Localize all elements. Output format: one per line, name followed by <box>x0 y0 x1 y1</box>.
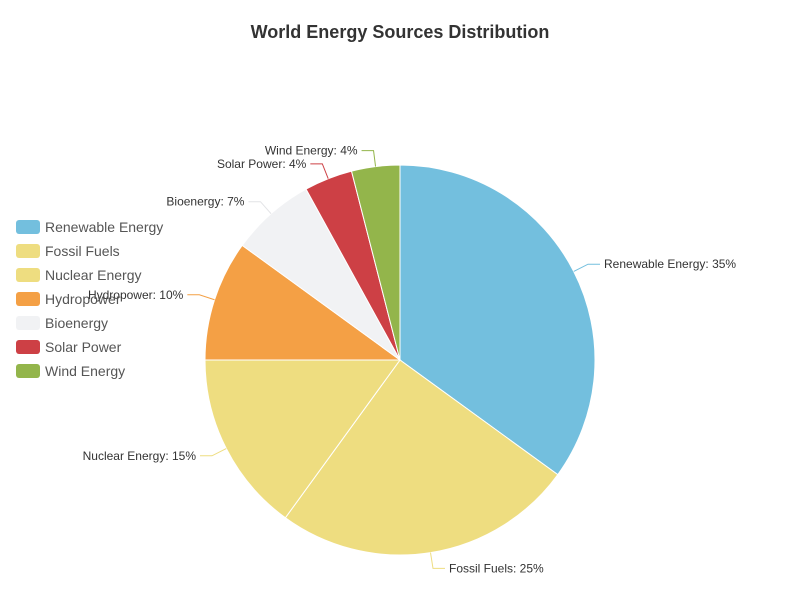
legend-item-bioenergy[interactable]: Bioenergy <box>16 315 108 331</box>
legend-swatch-fossil-fuels <box>16 244 40 258</box>
pie-slice-nuclear-energy[interactable] <box>204 359 401 519</box>
legend-swatch-renewable-energy <box>16 220 40 234</box>
leader-line-hydropower <box>187 294 215 301</box>
legend: Renewable Energy Fossil Fuels Nuclear Ener… <box>16 219 163 379</box>
leader-line-fossil-fuels <box>430 552 446 569</box>
leader-line-nuclear-energy <box>200 448 227 457</box>
legend-item-fossil-fuels[interactable]: Fossil Fuels <box>16 243 120 259</box>
pie-slice-fossil-fuels[interactable] <box>284 359 559 556</box>
legend-swatch-hydropower <box>16 292 40 306</box>
leader-line-renewable-energy <box>573 263 600 272</box>
slice-label-nuclear-energy: Nuclear Energy: 15% <box>83 449 197 463</box>
slice-label-hydropower: Hydropower: 10% <box>88 288 184 302</box>
slice-label-solar-power: Solar Power: 4% <box>217 157 307 171</box>
leader-line-bioenergy <box>248 201 272 215</box>
legend-label-solar-power: Solar Power <box>45 339 122 355</box>
leader-line-wind-energy <box>361 150 377 167</box>
chart-title: World Energy Sources Distribution <box>251 22 550 42</box>
label-leader-lines <box>187 150 600 569</box>
legend-item-wind-energy[interactable]: Wind Energy <box>16 363 125 379</box>
legend-swatch-solar-power <box>16 340 40 354</box>
pie-slice-renewable-energy[interactable] <box>399 164 596 476</box>
pie-slices <box>204 164 596 556</box>
legend-label-wind-energy: Wind Energy <box>45 363 125 379</box>
legend-item-solar-power[interactable]: Solar Power <box>16 339 122 355</box>
slice-label-bioenergy: Bioenergy: 7% <box>166 195 244 209</box>
slice-label-renewable-energy: Renewable Energy: 35% <box>604 257 736 271</box>
legend-swatch-wind-energy <box>16 364 40 378</box>
legend-item-renewable-energy[interactable]: Renewable Energy <box>16 219 163 235</box>
slice-label-fossil-fuels: Fossil Fuels: 25% <box>449 561 544 575</box>
legend-swatch-bioenergy <box>16 316 40 330</box>
legend-swatch-nuclear-energy <box>16 268 40 282</box>
legend-item-hydropower[interactable]: Hydropower <box>16 291 121 307</box>
slice-label-wind-energy: Wind Energy: 4% <box>265 144 358 158</box>
slice-labels: Renewable Energy: 35% Fossil Fuels: 25% Nu… <box>83 144 737 576</box>
leader-line-solar-power <box>310 163 329 179</box>
legend-item-nuclear-energy[interactable]: Nuclear Energy <box>16 267 142 283</box>
legend-label-fossil-fuels: Fossil Fuels <box>45 243 120 259</box>
legend-label-bioenergy: Bioenergy <box>45 315 108 331</box>
legend-label-nuclear-energy: Nuclear Energy <box>45 267 142 283</box>
legend-label-hydropower: Hydropower <box>45 291 121 307</box>
pie-slice-hydropower[interactable] <box>204 244 402 361</box>
pie-slice-wind-energy[interactable] <box>350 164 401 361</box>
legend-label-renewable-energy: Renewable Energy <box>45 219 163 235</box>
